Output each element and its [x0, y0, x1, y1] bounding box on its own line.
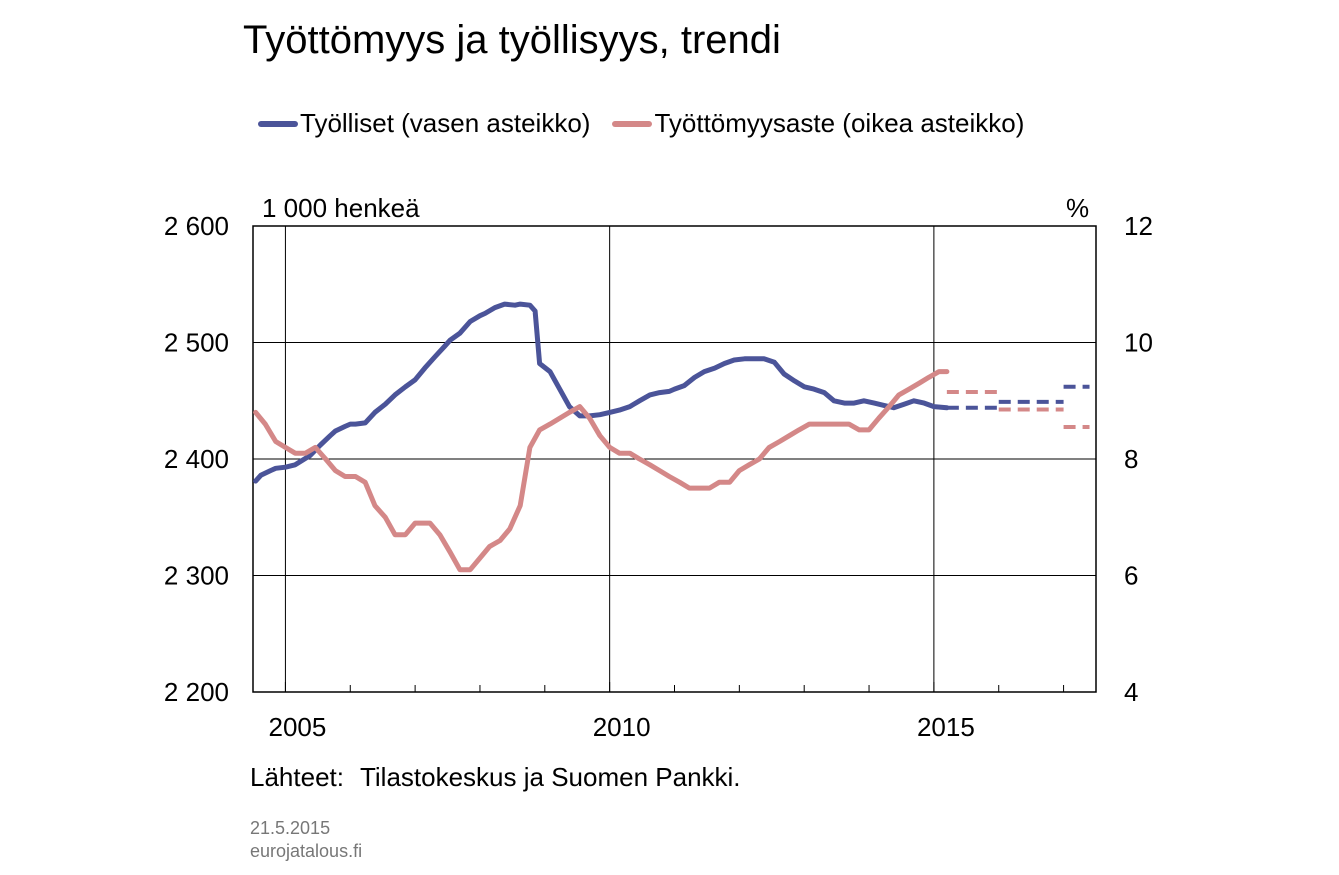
- chart-legend: Työlliset (vasen asteikko) Työttömyysast…: [258, 108, 1046, 139]
- right-axis-unit: %: [1066, 193, 1090, 223]
- y-left-tick-label: 2 600: [164, 211, 229, 241]
- y-left-tick-label: 2 300: [164, 561, 229, 591]
- series-line-employed: [253, 301, 950, 484]
- y-right-tick-label: 10: [1124, 328, 1153, 358]
- site-name: eurojatalous.fi: [250, 841, 363, 861]
- y-left-tick-label: 2 500: [164, 328, 229, 358]
- left-axis-unit: 1 000 henkeä: [262, 193, 420, 223]
- y-right-tick-label: 6: [1124, 561, 1138, 591]
- legend-label-unemployment: Työttömyysaste (oikea asteikko): [654, 108, 1025, 138]
- source-line: Lähteet: Tilastokeskus ja Suomen Pankki.: [250, 762, 741, 793]
- legend-swatch-unemployment: [612, 120, 653, 127]
- source-label: Lähteet:: [250, 762, 344, 792]
- legend-label-employed: Työlliset (vasen asteikko): [300, 108, 591, 138]
- y-left-tick-label: 2 200: [164, 677, 229, 707]
- y-right-tick-label: 8: [1124, 444, 1138, 474]
- chart-title: Työttömyys ja työllisyys, trendi: [243, 18, 781, 62]
- y-left-tick-label: 2 400: [164, 444, 229, 474]
- x-tick-label: 2015: [917, 712, 975, 742]
- legend-item-unemployment: Työttömyysaste (oikea asteikko): [612, 108, 1024, 139]
- x-tick-label: 2005: [269, 712, 327, 742]
- publication-date: 21.5.2015: [250, 818, 331, 838]
- source-text: Tilastokeskus ja Suomen Pankki.: [359, 762, 741, 792]
- x-tick-label: 2010: [593, 712, 651, 742]
- legend-item-employed: Työlliset (vasen asteikko): [258, 108, 590, 139]
- y-right-tick-label: 4: [1124, 677, 1138, 707]
- legend-swatch-employed: [258, 120, 298, 127]
- series-line-unemployment: [253, 369, 950, 573]
- y-right-tick-label: 12: [1124, 211, 1153, 241]
